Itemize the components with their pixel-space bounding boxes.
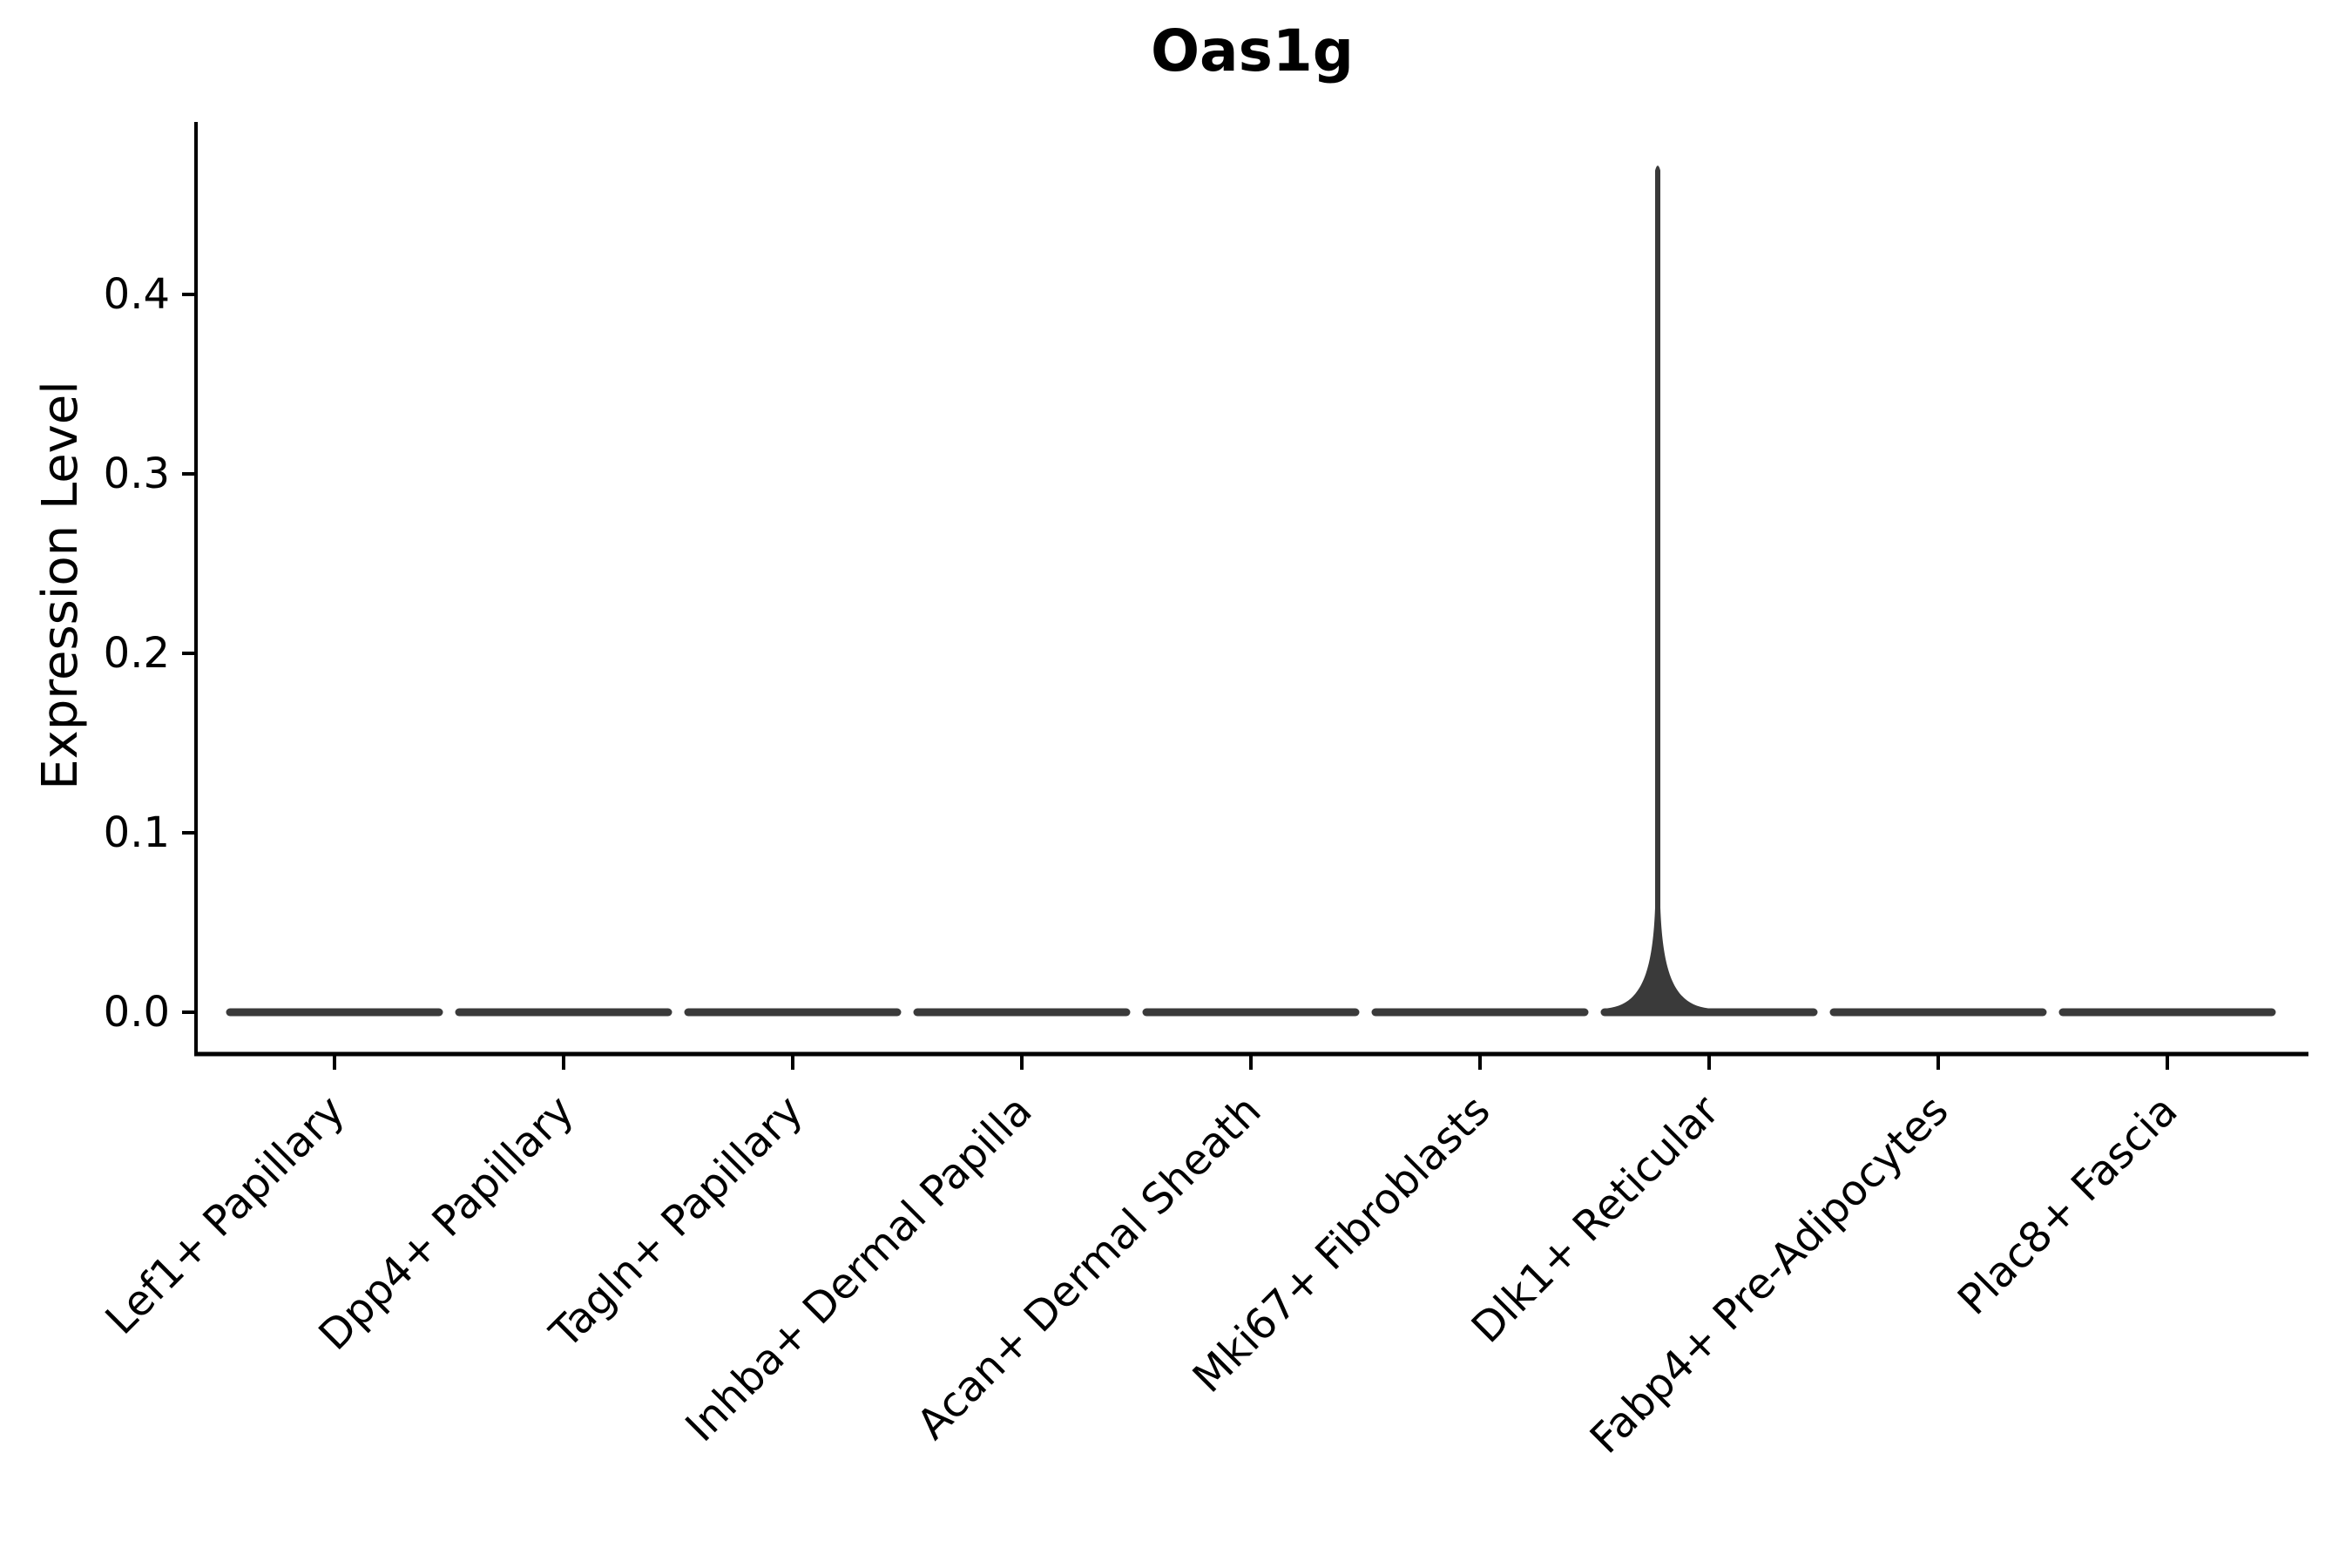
x-tick-label: Dpp4+ Papillary (309, 1086, 583, 1360)
y-tick-label: 0.0 (104, 988, 170, 1037)
chart-title: Oas1g (1150, 17, 1355, 84)
y-tick-label: 0.1 (104, 808, 170, 857)
y-tick-label: 0.4 (104, 270, 170, 319)
x-tick-label: Tagln+ Papillary (540, 1086, 812, 1358)
y-tick-label: 0.2 (104, 629, 170, 678)
x-tick-label: Dlk1+ Reticular (1463, 1086, 1729, 1353)
violin-spike (1607, 166, 1708, 1017)
x-tick-label: Plac8+ Fascia (1949, 1086, 2187, 1325)
y-tick-label: 0.3 (104, 449, 170, 498)
x-tick-label: Lef1+ Papillary (97, 1086, 355, 1344)
